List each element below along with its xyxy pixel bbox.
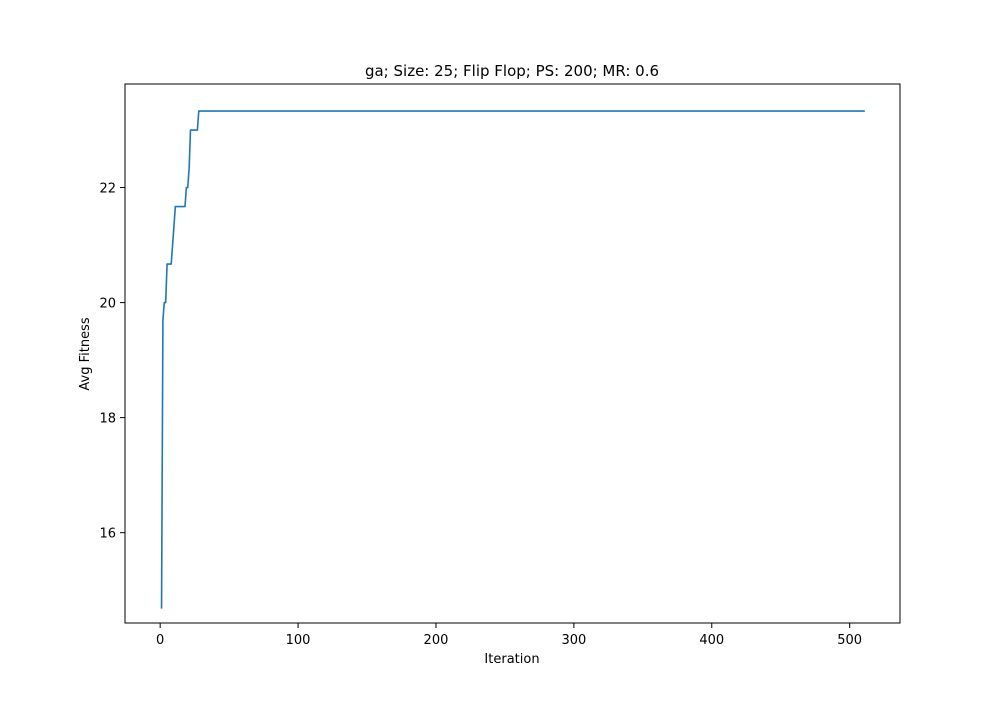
x-tick-label: 0 <box>156 633 164 648</box>
x-tick-label: 400 <box>699 633 724 648</box>
x-tick-label: 300 <box>561 633 586 648</box>
y-tick-label: 20 <box>99 297 116 312</box>
x-tick-label: 200 <box>424 633 449 648</box>
x-axis-label: Iteration <box>484 652 539 667</box>
y-axis-label: Avg Fitness <box>78 317 93 390</box>
plot-frame <box>124 83 901 624</box>
plot-area: 0 100 200 300 400 500 16 18 20 22 <box>99 83 901 648</box>
y-tick-label: 16 <box>99 527 116 542</box>
x-tick-label: 100 <box>286 633 311 648</box>
y-tick-label: 22 <box>99 182 116 197</box>
y-tick-label: 18 <box>99 412 116 427</box>
series-line-1 <box>160 110 865 609</box>
chart-title: ga; Size: 25; Flip Flop; PS: 200; MR: 0.… <box>365 62 659 80</box>
x-tick-label: 500 <box>837 633 862 648</box>
